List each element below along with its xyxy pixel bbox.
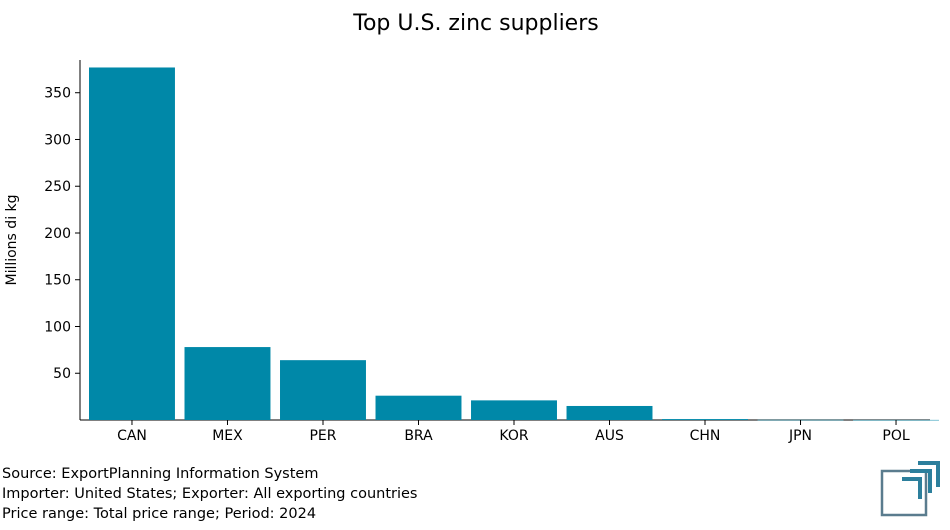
chart-footer: Source: ExportPlanning Information Syste… (2, 464, 417, 524)
y-tick-label: 350 (44, 86, 71, 102)
bar-per (280, 360, 366, 420)
importer-note: Importer: United States; Exporter: All e… (2, 486, 418, 502)
x-tick-label: JPN (788, 428, 812, 444)
period-note: Price range: Total price range; Period: … (2, 506, 317, 522)
bar-bra (375, 395, 462, 420)
y-tick-label: 100 (44, 319, 71, 335)
x-tick-label: CAN (117, 428, 147, 444)
y-axis-label: Millions di kg (4, 194, 20, 285)
x-tick-label: KOR (499, 428, 528, 444)
exportplanning-logo-icon (880, 461, 940, 517)
bar-chn (662, 419, 748, 420)
bar-aus (566, 405, 653, 420)
bar-mex (184, 347, 271, 420)
x-tick-label: AUS (595, 428, 624, 444)
x-tick-label: CHN (690, 428, 721, 444)
y-tick-label: 300 (44, 132, 71, 148)
y-tick-label: 150 (44, 273, 71, 289)
bar-kor (471, 400, 557, 420)
bar-chart: Top U.S. zinc suppliers 50 100 150 200 250 30… (4, 11, 939, 444)
y-tick-label: 200 (44, 226, 71, 242)
x-tick-label: BRA (404, 428, 433, 444)
plot-area: 50 100 150 200 250 300 350 CAN MEX PER BRA KOR AUS CH… (44, 60, 939, 444)
chart-title: Top U.S. zinc suppliers (352, 11, 598, 36)
x-tick-label: POL (882, 428, 909, 444)
y-tick-label: 50 (53, 366, 71, 382)
y-tick-label: 250 (44, 179, 71, 195)
bar-can (89, 67, 175, 420)
x-tick-label: MEX (212, 428, 243, 444)
source-note: Source: ExportPlanning Information Syste… (2, 466, 319, 482)
x-tick-label: PER (309, 428, 336, 444)
